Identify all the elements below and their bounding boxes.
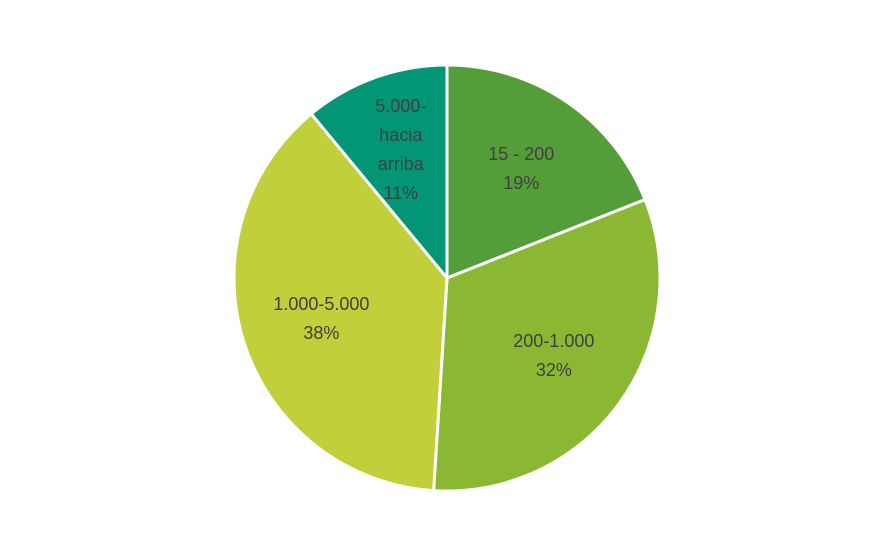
data-label: 200-1.000 32%: [479, 327, 629, 385]
category-label: 5.000-hacia arriba: [375, 95, 427, 174]
pie-slice: [232, 111, 449, 493]
category-label: 200-1.000: [513, 330, 595, 351]
data-label: 5.000-hacia arriba 11%: [370, 92, 432, 208]
percent-label: 38%: [303, 322, 340, 343]
data-label: 1.000-5.000 38%: [246, 290, 396, 348]
category-label: 15 - 200: [488, 143, 555, 164]
percent-label: 19%: [503, 172, 540, 193]
pie-slice: [445, 63, 647, 281]
percent-label: 32%: [535, 359, 572, 380]
pie-slice: [432, 197, 662, 493]
pie-slice: [309, 63, 449, 283]
percent-label: 11%: [383, 182, 419, 203]
category-label: 1.000-5.000: [273, 293, 370, 314]
data-label: 15 - 200 19%: [446, 140, 596, 198]
